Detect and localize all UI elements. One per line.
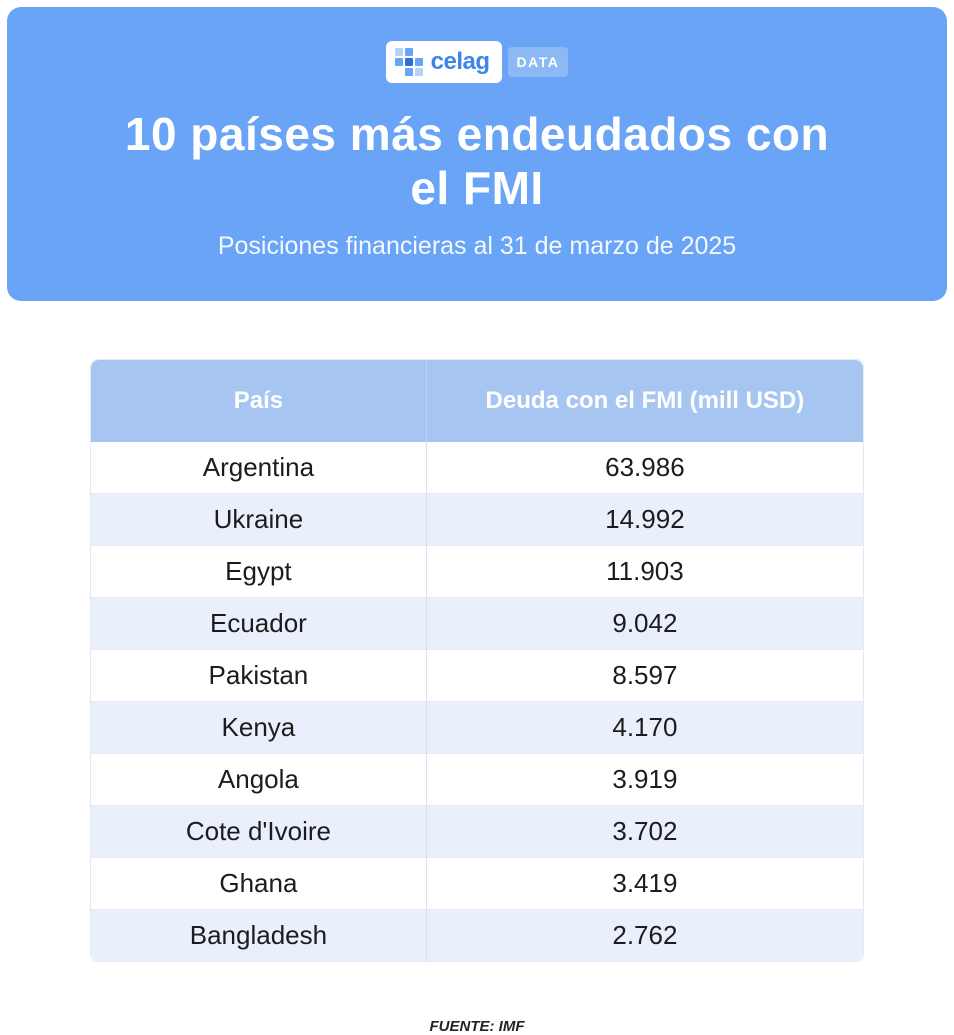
celag-logo-box: celag	[385, 41, 502, 83]
debt-cell: 8.597	[426, 649, 863, 702]
source-note: FUENTE: IMF	[429, 1017, 525, 1035]
debt-cell: 14.992	[426, 493, 863, 546]
column-header-debt: Deuda con el FMI (mill USD)	[426, 359, 863, 442]
table-row: Ghana 3.419	[91, 857, 863, 910]
table-row: Egypt 11.903	[91, 545, 863, 598]
table-row: Angola 3.919	[91, 753, 863, 806]
page-title-line1: 10 países más endeudados con	[124, 108, 830, 160]
table-row: Ecuador 9.042	[91, 597, 863, 650]
debt-cell: 2.762	[426, 909, 863, 961]
country-cell: Kenya	[91, 701, 427, 754]
table-row: Bangladesh 2.762	[91, 909, 863, 961]
logo-brand-text: celag	[430, 48, 490, 75]
table-header-row: País Deuda con el FMI (mill USD)	[91, 359, 863, 442]
debt-cell: 11.903	[426, 545, 863, 598]
table-row: Cote d'Ivoire 3.702	[91, 805, 863, 858]
country-cell: Ghana	[91, 857, 427, 910]
debt-cell: 3.419	[426, 857, 863, 910]
country-cell: Ecuador	[91, 597, 427, 650]
debt-cell: 63.986	[426, 441, 863, 494]
country-cell: Cote d'Ivoire	[91, 805, 427, 858]
table-row: Argentina 63.986	[91, 441, 863, 494]
debt-cell: 9.042	[426, 597, 863, 650]
logo-data-badge: DATA	[507, 47, 569, 77]
table-row: Pakistan 8.597	[91, 649, 863, 702]
country-cell: Egypt	[91, 545, 427, 598]
debt-table: País Deuda con el FMI (mill USD) Argenti…	[90, 358, 864, 962]
table-row: Kenya 4.170	[91, 701, 863, 754]
table-row: Ukraine 14.992	[91, 493, 863, 546]
debt-cell: 3.919	[426, 753, 863, 806]
country-cell: Bangladesh	[91, 909, 427, 961]
table-header: País Deuda con el FMI (mill USD)	[91, 359, 863, 442]
header-banner: celag DATA 10 países más endeudados con …	[7, 7, 947, 301]
debt-cell: 4.170	[426, 701, 863, 754]
country-cell: Pakistan	[91, 649, 427, 702]
country-cell: Ukraine	[91, 493, 427, 546]
table-body: Argentina 63.986 Ukraine 14.992 Egypt 11…	[91, 441, 863, 961]
country-cell: Angola	[91, 753, 427, 806]
page-title-line2: el FMI	[410, 162, 544, 215]
page-subtitle: Posiciones financieras al 31 de marzo de…	[217, 231, 737, 260]
country-cell: Argentina	[91, 441, 427, 494]
celag-logo: celag DATA	[385, 41, 569, 83]
page-title: 10 países más endeudados con el FMI	[37, 107, 917, 216]
celag-pixel-icon	[394, 48, 423, 76]
debt-cell: 3.702	[426, 805, 863, 858]
column-header-country: País	[91, 359, 427, 442]
